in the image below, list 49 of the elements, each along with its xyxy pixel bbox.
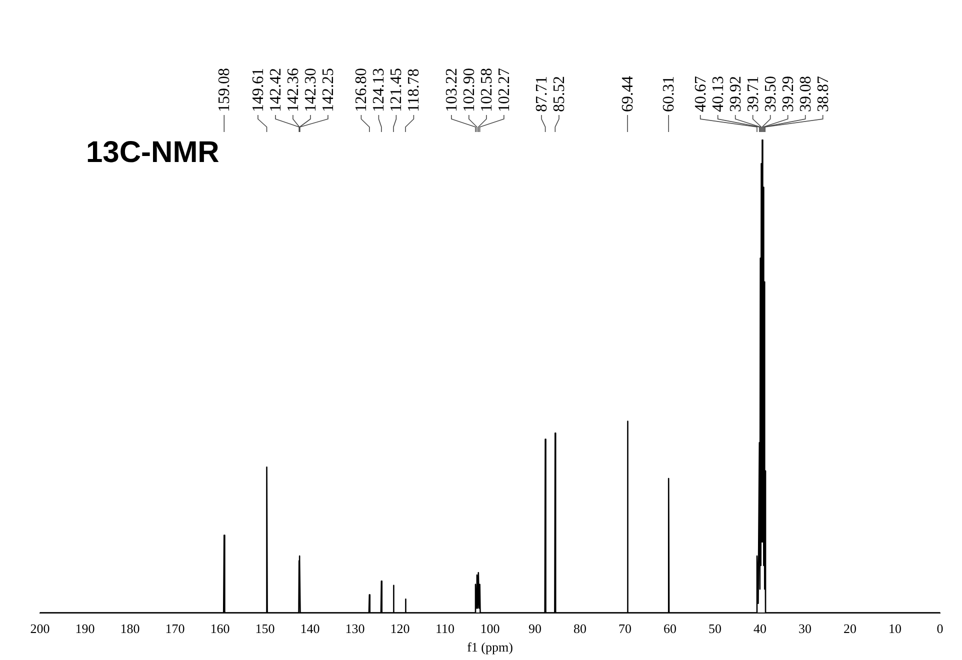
x-tick-label: 60	[664, 621, 676, 636]
text: 142.36	[284, 68, 302, 112]
text: 121.45	[388, 68, 406, 112]
x-tick-label: 190	[75, 621, 95, 636]
text: 126.80	[353, 68, 370, 112]
text: 149.61	[250, 68, 267, 112]
x-tick-label: 100	[480, 621, 500, 636]
x-tick-label: 80	[574, 621, 586, 636]
x-tick-label: 40	[754, 621, 766, 636]
x-axis-title: f1 (ppm)	[467, 640, 513, 655]
text: 87.71	[533, 76, 550, 112]
x-tick-label: 30	[798, 621, 812, 636]
text: 102.58	[478, 68, 496, 112]
text: 85.52	[550, 76, 568, 112]
text: 60.31	[660, 76, 678, 112]
x-tick-label: 110	[435, 621, 455, 636]
x-tick-label: 180	[120, 621, 140, 636]
x-tick-label: 140	[300, 621, 320, 636]
text: 159.08	[216, 68, 234, 112]
text: 39.92	[727, 76, 744, 112]
text: 69.44	[620, 76, 637, 112]
x-tick-label: 20	[844, 621, 856, 636]
text: 40.13	[710, 76, 727, 112]
x-tick-label: 10	[888, 621, 902, 636]
x-tick-label: 0	[936, 621, 944, 636]
x-tick-label: 130	[345, 621, 365, 636]
text: 102.27	[496, 68, 513, 112]
x-tick-label: 160	[210, 621, 230, 636]
text: 102.90	[460, 68, 478, 112]
text: 39.29	[780, 76, 797, 112]
x-tick-label: 170	[165, 621, 185, 636]
x-tick-label: 200	[30, 621, 50, 636]
x-tick-label: 120	[390, 621, 410, 636]
x-tick-label: 50	[708, 621, 722, 636]
x-tick-label: 150	[255, 621, 275, 636]
text: 142.30	[302, 68, 320, 112]
chart-title: 13C-NMR	[86, 136, 220, 170]
text: 124.13	[370, 68, 388, 112]
text: 142.42	[267, 68, 284, 112]
text: 40.67	[692, 76, 710, 112]
text: 103.22	[443, 68, 460, 112]
text: 39.71	[744, 76, 762, 112]
text: 142.25	[320, 68, 337, 112]
text: 39.50	[762, 76, 780, 112]
x-tick-label: 70	[618, 621, 632, 636]
text: 118.78	[406, 68, 423, 112]
x-tick-label: 90	[528, 621, 542, 636]
text: 39.08	[797, 76, 814, 112]
text: 38.87	[814, 76, 832, 112]
